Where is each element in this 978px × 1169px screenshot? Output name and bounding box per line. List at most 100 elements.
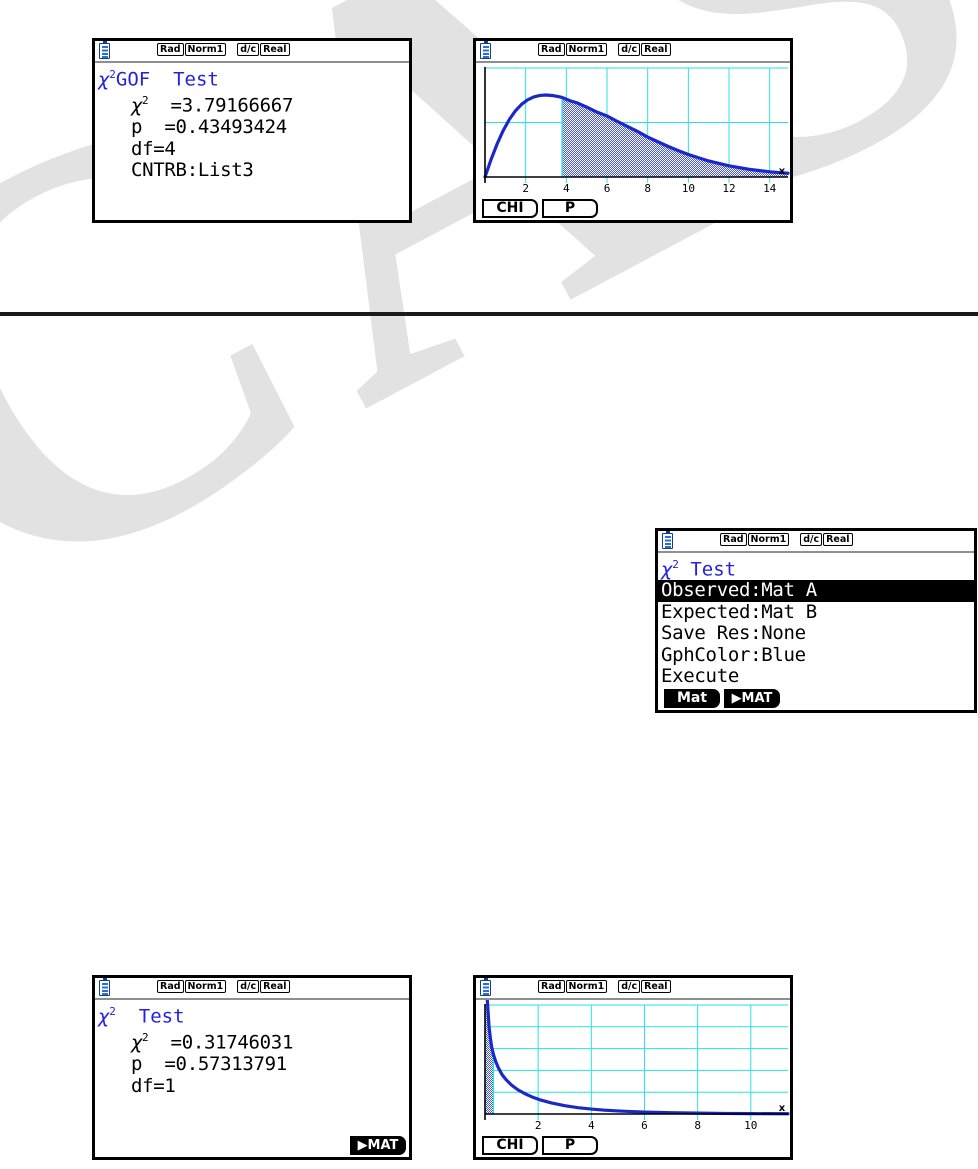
battery-icon	[99, 40, 110, 59]
status-badges: Rad Norm1 d/c Real	[538, 43, 671, 56]
title-rest: GOF Test	[115, 68, 219, 91]
page-title: χ2GOF Test	[98, 64, 409, 90]
menu-item-save-res[interactable]: Save Res:None	[661, 622, 806, 645]
screen-gof-result: Rad Norm1 d/c Real χ2GOF Test χ2 =3.7916…	[92, 38, 412, 223]
chi-symbol: χ	[131, 1031, 142, 1054]
menu-item-execute[interactable]: Execute	[661, 665, 739, 688]
status-badge-fraction: d/c	[237, 43, 260, 56]
status-bar: Rad Norm1 d/c Real	[476, 977, 790, 1000]
chi-symbol: χ	[661, 558, 673, 581]
svg-text:12: 12	[722, 182, 735, 195]
chi-symbol: χ	[131, 94, 142, 117]
battery-icon	[99, 977, 110, 996]
page-title: χ2 Test	[98, 1001, 409, 1027]
chi-symbol: χ	[98, 68, 110, 91]
title-rest: Test	[678, 558, 737, 581]
status-bar: Rad Norm1 d/c Real	[95, 977, 409, 1000]
result-value-chisq: =0.31746031	[148, 1031, 294, 1054]
title-rest: Test	[115, 1005, 185, 1028]
screen-body: χ2 Test χ2 =0.31746031 p =0.57313791 df=…	[95, 1000, 409, 1097]
result-row-p: p =0.57313791	[131, 1053, 287, 1076]
result-value-chisq: =3.79166667	[148, 94, 294, 117]
result-row-df: df=4	[131, 137, 176, 160]
chi-exponent: 2	[141, 1031, 149, 1045]
function-key-bar: Mat ▶MAT	[658, 686, 974, 708]
svg-text:2: 2	[535, 1119, 542, 1132]
chi-symbol: χ	[98, 1005, 110, 1028]
distribution-graph: 2 4 6 8 10 12 14 x	[476, 63, 790, 199]
fkey-p[interactable]: P	[542, 199, 598, 218]
menu-item-observed[interactable]: Observed:Mat A	[658, 580, 974, 602]
svg-text:4: 4	[588, 1119, 595, 1132]
svg-text:14: 14	[763, 182, 777, 195]
status-badge-fraction: d/c	[618, 43, 641, 56]
status-badge-complex: Real	[260, 43, 290, 56]
function-key-bar: CHI P	[476, 1133, 790, 1155]
status-badge-display: Norm1	[565, 43, 608, 56]
status-badge-display: Norm1	[747, 533, 790, 546]
result-row-df: df=1	[131, 1074, 176, 1097]
screen-chi-test-graph: Rad Norm1 d/c Real 2 4 6 8 10 x CHI P	[473, 975, 793, 1160]
menu-item-gph-color[interactable]: GphColor:Blue	[661, 643, 806, 666]
chi-exponent: 2	[672, 558, 679, 571]
chi-exponent: 2	[109, 1005, 116, 1018]
fkey-mat-arrow[interactable]: ▶MAT	[724, 689, 780, 708]
status-badge-display: Norm1	[184, 980, 227, 993]
svg-text:x: x	[779, 166, 786, 177]
result-row-cntrb: CNTRB:List3	[131, 159, 254, 182]
status-badge-complex: Real	[823, 533, 853, 546]
status-bar: Rad Norm1 d/c Real	[95, 40, 409, 63]
status-badge-angle: Rad	[538, 980, 565, 993]
svg-text:10: 10	[682, 182, 695, 195]
function-key-bar: ▶MAT	[95, 1133, 409, 1155]
page-title: χ2 Test	[661, 554, 974, 580]
svg-text:2: 2	[522, 182, 529, 195]
result-row-p: p =0.43493424	[131, 116, 287, 139]
battery-icon	[480, 40, 491, 59]
result-row-chisq: χ2 =0.31746031	[98, 1027, 409, 1054]
status-bar: Rad Norm1 d/c Real	[658, 530, 974, 553]
menu-item-expected[interactable]: Expected:Mat B	[661, 600, 817, 623]
status-badge-angle: Rad	[157, 43, 184, 56]
result-row-chisq: χ2 =3.79166667	[98, 90, 409, 117]
status-badge-display: Norm1	[565, 980, 608, 993]
svg-text:6: 6	[604, 182, 611, 195]
svg-text:4: 4	[563, 182, 570, 195]
status-badges: Rad Norm1 d/c Real	[157, 980, 290, 993]
status-badge-fraction: d/c	[237, 980, 260, 993]
status-badges: Rad Norm1 d/c Real	[538, 980, 671, 993]
svg-text:x: x	[779, 1103, 786, 1114]
screen-body: χ2GOF Test χ2 =3.79166667 p =0.43493424 …	[95, 63, 409, 182]
chi-square-plot-df4: 2 4 6 8 10 12 14x	[483, 67, 790, 195]
screen-gof-graph: Rad Norm1 d/c Real 2 4 6 8 10 12 14 x CHI P	[473, 38, 793, 223]
chi-square-plot-df1: 2 4 6 8 10 x	[484, 1000, 790, 1132]
status-badge-complex: Real	[260, 980, 290, 993]
status-badge-angle: Rad	[157, 980, 184, 993]
function-key-bar: CHI P	[476, 196, 790, 218]
svg-text:8: 8	[644, 182, 651, 195]
fkey-mat-arrow[interactable]: ▶MAT	[350, 1136, 406, 1155]
status-badges: Rad Norm1 d/c Real	[157, 43, 290, 56]
status-badge-complex: Real	[641, 980, 671, 993]
battery-icon	[480, 977, 491, 996]
screen-chi-test-setup: Rad Norm1 d/c Real χ2 Test Observed:Mat …	[655, 528, 977, 713]
status-badge-complex: Real	[641, 43, 671, 56]
fkey-chi[interactable]: CHI	[482, 199, 538, 218]
status-badge-fraction: d/c	[800, 533, 823, 546]
section-divider	[0, 312, 978, 316]
svg-text:6: 6	[641, 1119, 648, 1132]
battery-icon	[662, 530, 673, 549]
status-badges: Rad Norm1 d/c Real	[720, 533, 853, 546]
screen-chi-test-result: Rad Norm1 d/c Real χ2 Test χ2 =0.3174603…	[92, 975, 412, 1160]
fkey-mat[interactable]: Mat	[664, 689, 720, 708]
fkey-p[interactable]: P	[542, 1136, 598, 1155]
distribution-graph: 2 4 6 8 10 x	[476, 1000, 790, 1136]
chi-exponent: 2	[141, 94, 149, 108]
status-bar: Rad Norm1 d/c Real	[476, 40, 790, 63]
fkey-chi[interactable]: CHI	[482, 1136, 538, 1155]
chi-exponent: 2	[109, 68, 116, 81]
status-badge-angle: Rad	[538, 43, 565, 56]
status-badge-angle: Rad	[720, 533, 747, 546]
status-badge-display: Norm1	[184, 43, 227, 56]
status-badge-fraction: d/c	[618, 980, 641, 993]
